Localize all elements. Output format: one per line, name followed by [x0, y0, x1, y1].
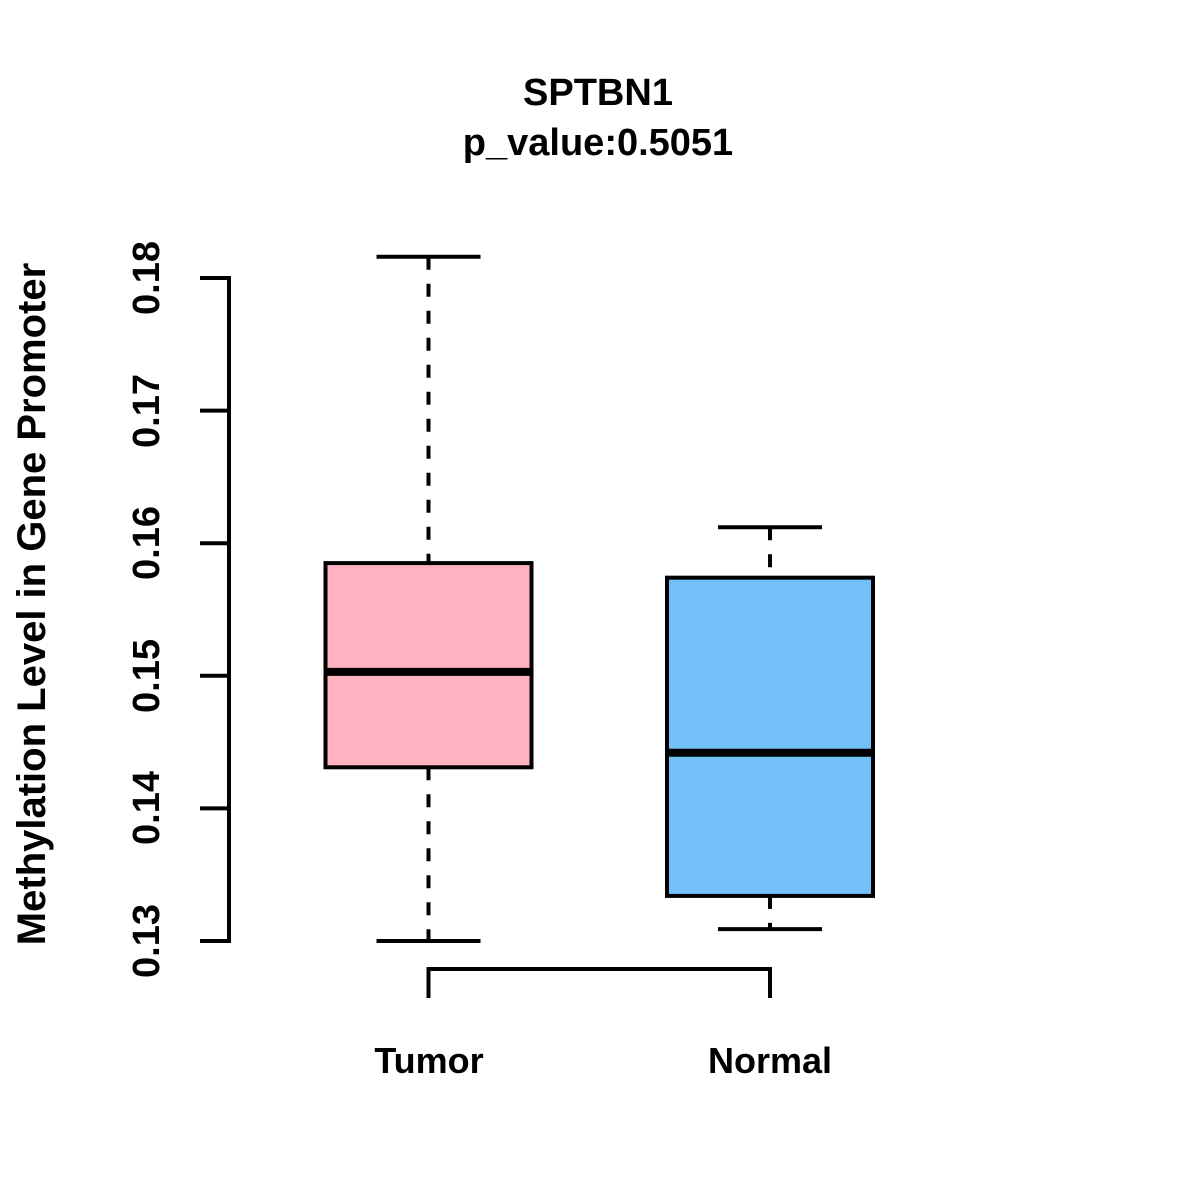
y-tick-label: 0.14 [126, 771, 168, 846]
tumor-box [323, 561, 534, 770]
y-tick-label: 0.15 [126, 638, 168, 713]
x-category-label-normal: Normal [707, 1040, 833, 1081]
y-tick-label: 0.17 [126, 373, 168, 448]
x-axis-bracket [426, 967, 772, 998]
y-tick-label: 0.13 [126, 904, 168, 978]
chart-subtitle: p_value:0.5051 [462, 122, 734, 164]
y-tick-label: 0.16 [126, 506, 168, 581]
chart-title: SPTBN1 [523, 72, 673, 114]
x-category-label-tumor: Tumor [374, 1040, 484, 1081]
normal-box [665, 575, 875, 898]
y-tick-label: 0.18 [126, 241, 168, 315]
